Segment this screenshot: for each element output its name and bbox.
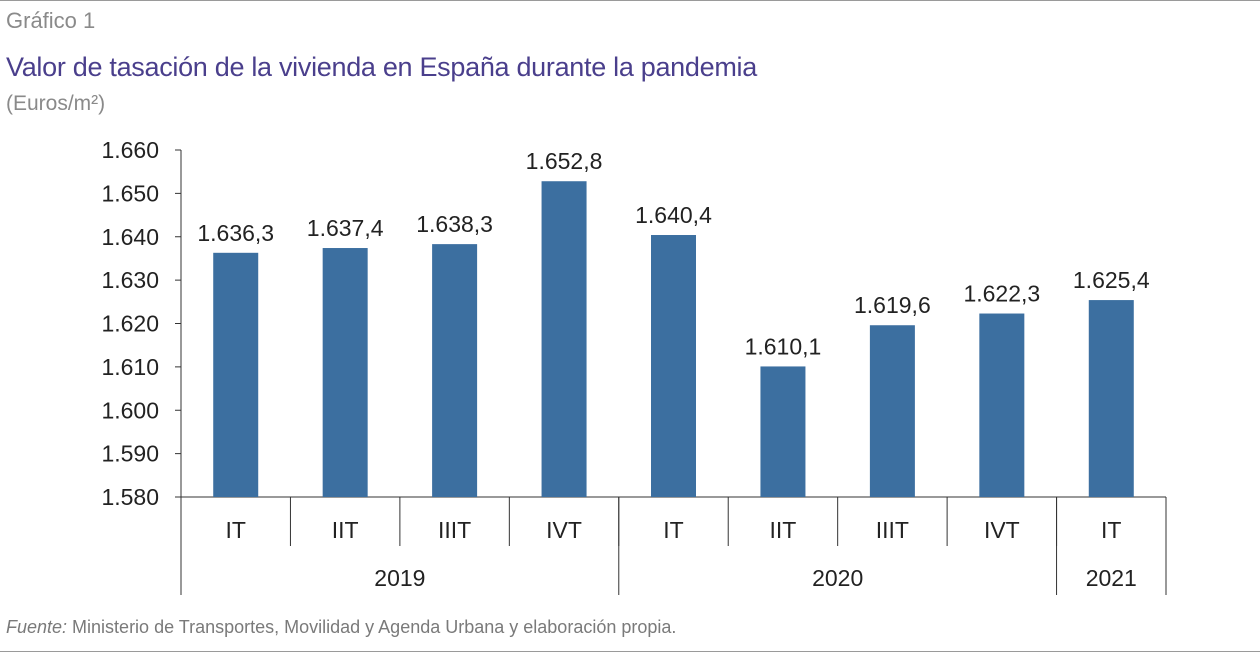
chart-units: (Euros/m²) — [6, 92, 106, 115]
x-category-label: IIT — [770, 517, 797, 543]
source-note: Fuente: Ministerio de Transportes, Movil… — [6, 617, 676, 638]
bar — [651, 235, 696, 497]
bar-chart: 1.580 1.590 1.600 1.610 1.620 1.630 1.640 1.650… — [101, 137, 1167, 595]
bar — [432, 244, 478, 497]
bar — [869, 325, 915, 497]
y-tick-label: 1.650 — [101, 180, 159, 206]
bar-value-label: 1.610,1 — [745, 333, 822, 359]
x-category-label: IIIT — [438, 517, 471, 543]
chart-title: Valor de tasación de la vivienda en Espa… — [6, 52, 757, 82]
bar-value-label: 1.652,8 — [526, 148, 603, 174]
y-tick-label: 1.660 — [101, 137, 159, 163]
x-category-label: IT — [225, 517, 245, 543]
bar-value-label: 1.640,4 — [635, 202, 712, 228]
x-group-label: 2019 — [374, 565, 425, 591]
y-tick-label: 1.580 — [101, 484, 159, 510]
bar-value-label: 1.622,3 — [963, 281, 1040, 307]
bar-value-label: 1.636,3 — [197, 220, 274, 246]
bar-value-label: 1.625,4 — [1073, 267, 1150, 293]
figure-label: Gráfico 1 — [6, 8, 96, 33]
bar — [213, 252, 259, 497]
x-category-label: IIIT — [876, 517, 909, 543]
x-category-label: IIT — [332, 517, 359, 543]
y-tick-label: 1.610 — [101, 354, 159, 380]
bar-value-label: 1.619,6 — [854, 292, 931, 318]
bar — [322, 248, 368, 497]
y-tick-label: 1.620 — [101, 311, 159, 337]
bar-value-label: 1.638,3 — [416, 211, 493, 237]
top-rule — [0, 0, 1260, 1]
bottom-rule — [0, 651, 1260, 652]
y-tick-label: 1.630 — [101, 267, 159, 293]
y-tick-label: 1.640 — [101, 224, 159, 250]
x-category-label: IT — [1101, 517, 1121, 543]
bar — [1088, 300, 1134, 497]
y-tick-label: 1.600 — [101, 397, 159, 423]
x-category-label: IT — [663, 517, 683, 543]
bar-value-label: 1.637,4 — [307, 215, 384, 241]
x-group-label: 2021 — [1086, 565, 1137, 591]
x-category-label: IVT — [546, 517, 582, 543]
x-group-label: 2020 — [812, 565, 863, 591]
source-prefix: Fuente: — [6, 617, 68, 637]
y-tick-label: 1.590 — [101, 441, 159, 467]
source-text: Ministerio de Transportes, Movilidad y A… — [67, 617, 677, 637]
x-category-label: IVT — [984, 517, 1020, 543]
bar — [979, 313, 1025, 497]
bar — [541, 181, 587, 498]
bar — [760, 366, 806, 497]
